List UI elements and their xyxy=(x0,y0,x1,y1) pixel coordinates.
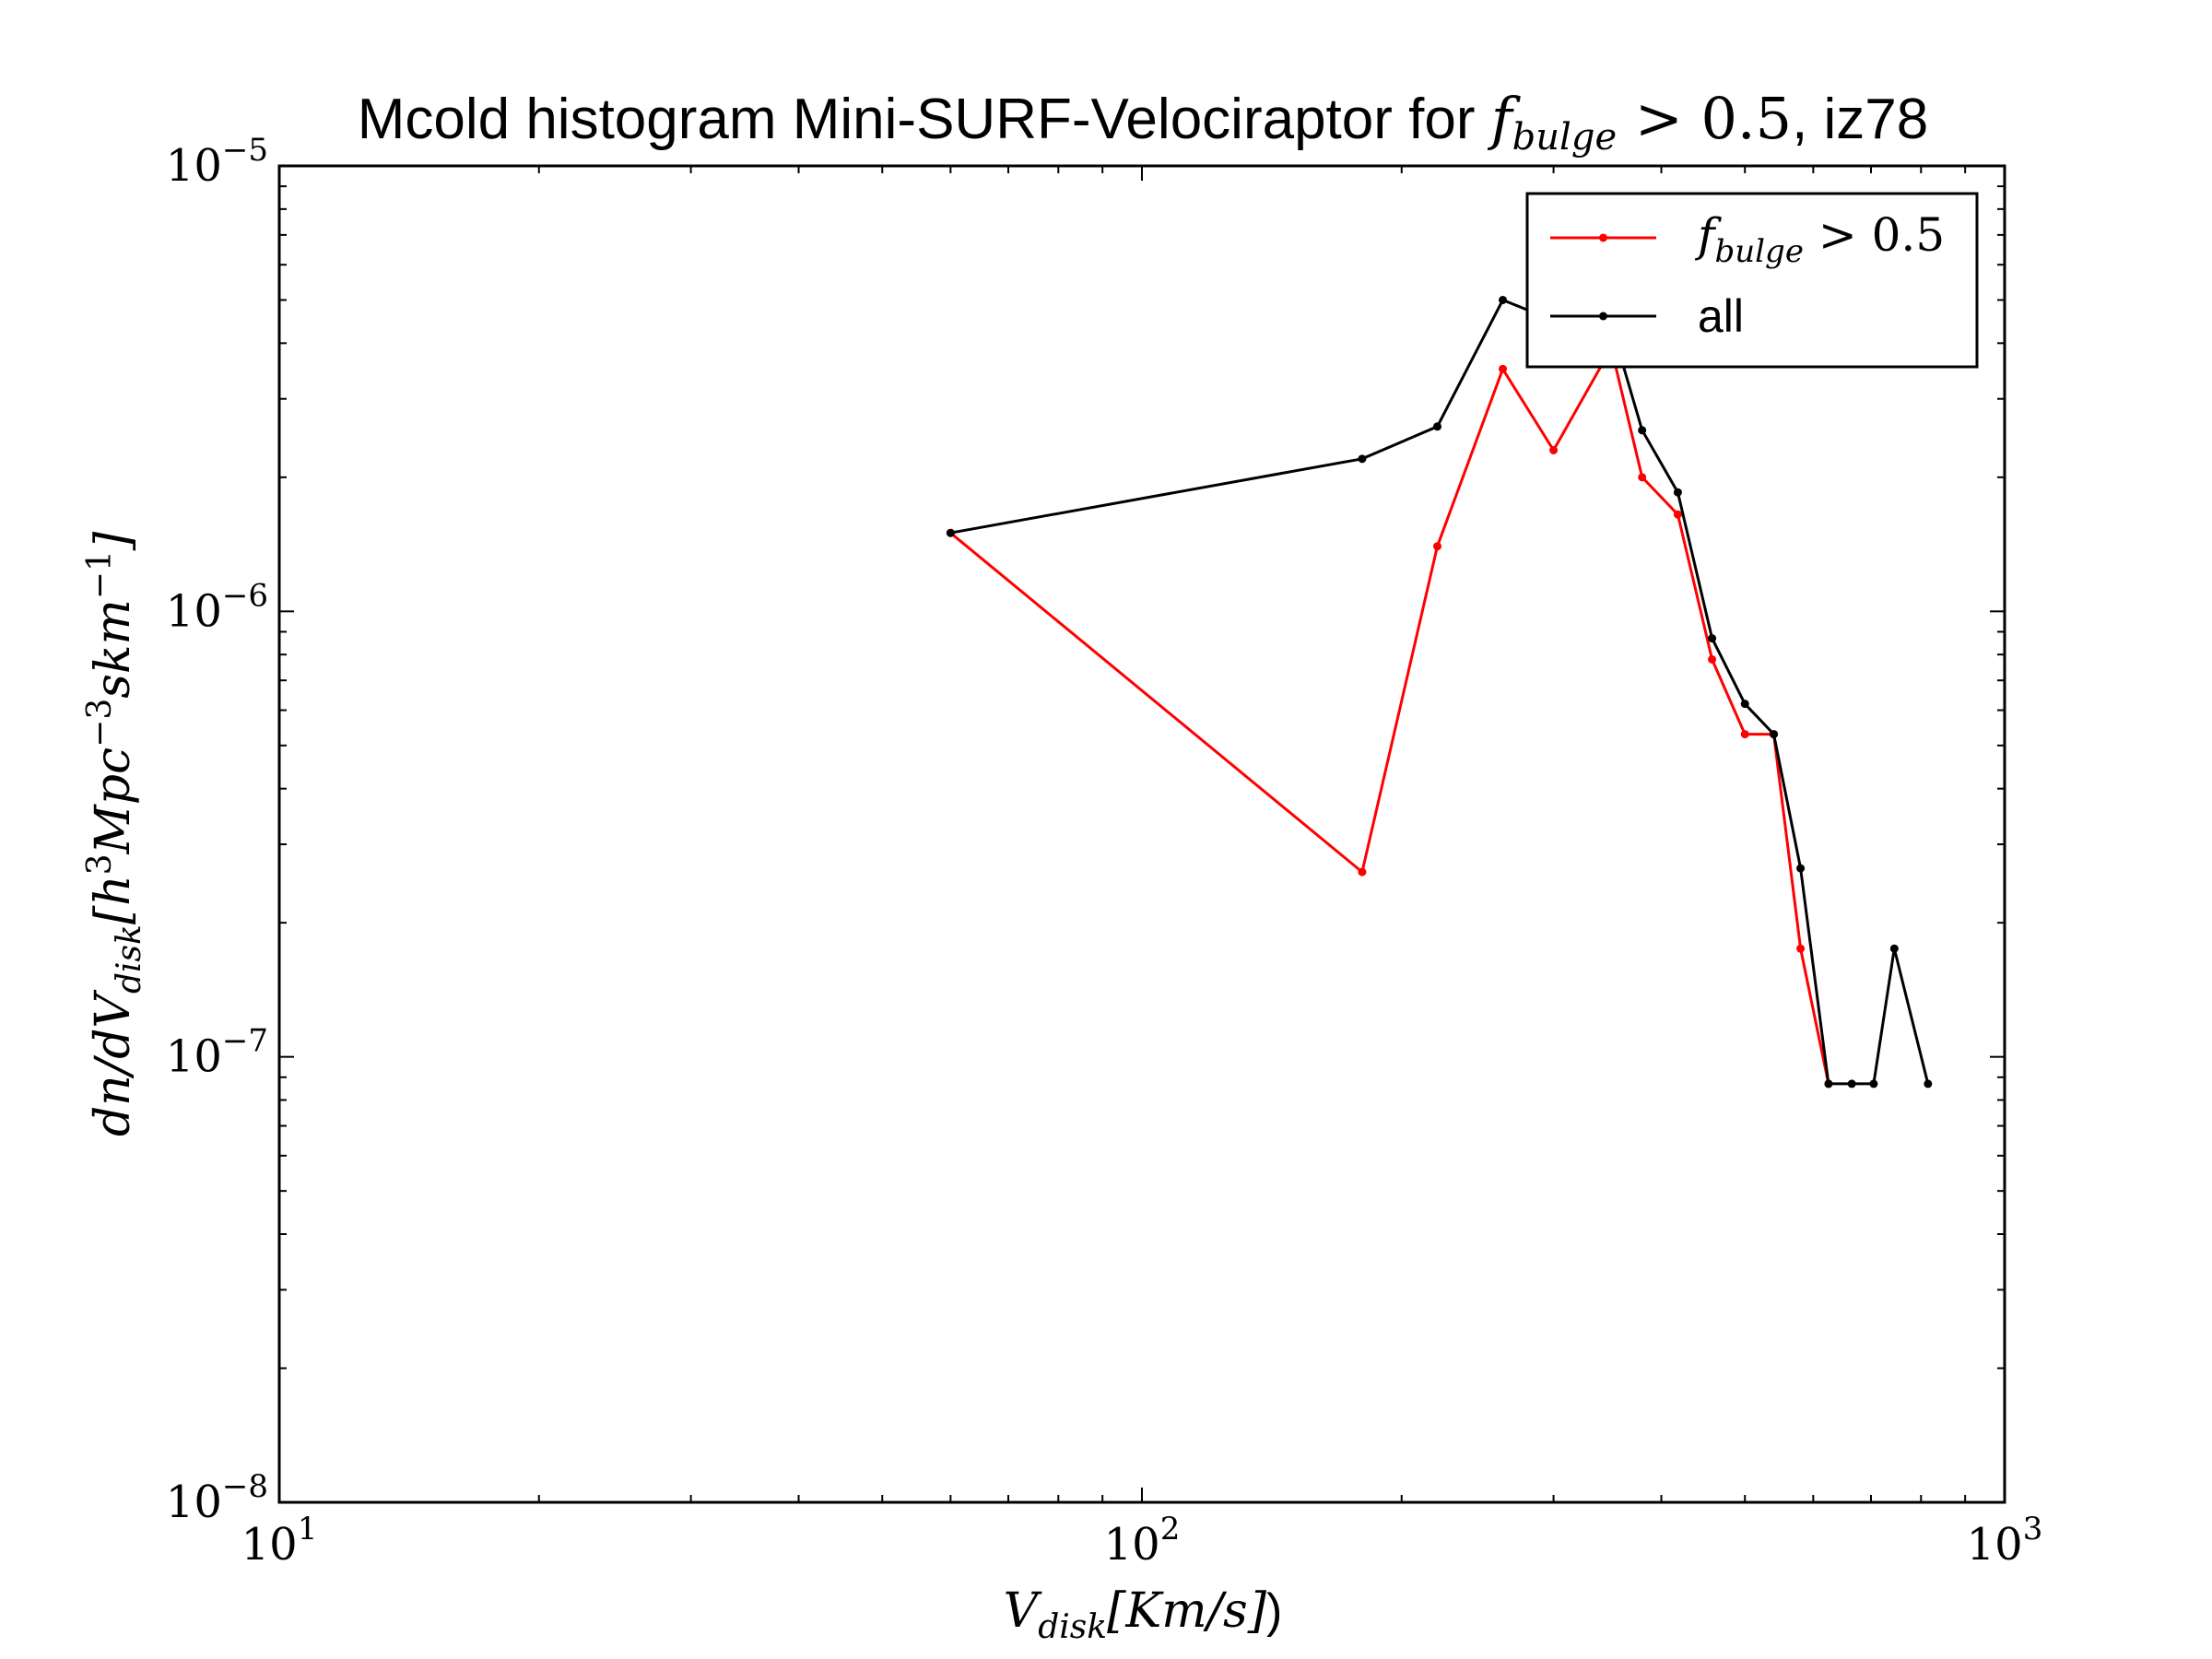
x-tick-label-base: 10 xyxy=(1967,1519,2023,1571)
data-point-1 xyxy=(1499,295,1508,304)
data-point-0 xyxy=(1638,473,1647,482)
legend-label-0: fbulge > 0.5 xyxy=(1694,208,1945,270)
y-tick-label-base: 10 xyxy=(166,1031,222,1083)
y-tick-label: 10−8 xyxy=(166,1468,268,1528)
data-point-1 xyxy=(1869,1079,1878,1088)
data-point-1 xyxy=(1740,700,1749,709)
y-tick-label-base: 10 xyxy=(166,1477,222,1528)
y-axis-label-part2: [h xyxy=(86,875,141,924)
legend-label-0-rest: > 0.5 xyxy=(1804,208,1945,262)
chart-title-math-sub: bulge xyxy=(1512,116,1617,159)
x-tick-label: 102 xyxy=(1104,1511,1181,1571)
y-axis-label-sub: disk xyxy=(111,924,148,994)
y-axis-label-part1: dn/dV xyxy=(86,990,141,1137)
x-tick-label-base: 10 xyxy=(1104,1519,1160,1571)
data-point-0 xyxy=(1433,542,1442,551)
y-tick-label-exp: −6 xyxy=(222,577,268,614)
data-point-0 xyxy=(1673,510,1682,519)
legend-swatch-marker-1 xyxy=(1599,312,1607,321)
x-axis-label-base: V xyxy=(1004,1583,1042,1639)
data-point-0 xyxy=(1549,445,1559,454)
x-axis-label-rest: [Km/s] xyxy=(1107,1583,1267,1639)
data-point-1 xyxy=(1924,1079,1933,1088)
x-tick-label: 103 xyxy=(1967,1511,2043,1571)
y-tick-label: 10−6 xyxy=(166,577,268,637)
y-axis-label-part3: Mpc xyxy=(86,747,141,855)
y-axis-label-part4: skm xyxy=(86,599,141,699)
x-tick-label-base: 10 xyxy=(241,1519,298,1571)
x-axis-label: Vdisk[Km/s]) xyxy=(1004,1583,1283,1646)
data-point-1 xyxy=(1889,944,1899,953)
y-tick-label-base: 10 xyxy=(166,585,222,637)
data-point-0 xyxy=(1740,730,1749,739)
x-tick-label-exp: 1 xyxy=(298,1511,318,1547)
series-line-1 xyxy=(950,298,1930,1086)
data-point-0 xyxy=(1796,944,1806,953)
data-point-1 xyxy=(1708,634,1717,643)
data-point-1 xyxy=(1847,1079,1856,1088)
legend-label-1: all xyxy=(1698,290,1744,342)
x-axis-label-sub: disk xyxy=(1038,1608,1107,1646)
y-tick-label-base: 10 xyxy=(166,140,222,192)
y-tick-label-exp: −5 xyxy=(222,132,268,169)
legend-swatch-marker-0 xyxy=(1599,233,1607,242)
y-tick-label: 10−5 xyxy=(166,132,268,192)
data-point-1 xyxy=(1824,1079,1833,1088)
data-point-1 xyxy=(1796,864,1806,873)
plot-frame xyxy=(277,164,2006,1504)
data-point-0 xyxy=(1358,867,1367,877)
data-series xyxy=(946,295,1933,1088)
y-tick-label-exp: −7 xyxy=(222,1023,268,1060)
legend: fbulge > 0.5 all xyxy=(1525,192,1979,369)
y-axis-label: dn/dVdisk[h3Mpc−3skm−1] xyxy=(81,531,148,1136)
data-point-1 xyxy=(1673,488,1682,497)
y-tick-label-exp: −8 xyxy=(222,1468,268,1505)
data-point-1 xyxy=(946,528,955,537)
data-point-1 xyxy=(1358,454,1367,464)
y-axis-label-part5: ] xyxy=(86,531,141,551)
legend-box xyxy=(1525,192,1979,369)
x-tick-label-exp: 2 xyxy=(1160,1511,1181,1547)
data-point-0 xyxy=(1708,654,1717,664)
legend-label-0-sub: bulge xyxy=(1715,233,1804,270)
y-axis-label-sup2: −3 xyxy=(81,699,119,747)
x-tick-label: 101 xyxy=(241,1511,318,1571)
data-point-1 xyxy=(1638,426,1647,435)
chart-title: Mcold histogram Mini-SURF-Velociraptor f… xyxy=(358,85,1929,159)
data-point-0 xyxy=(1499,364,1508,373)
x-axis-label-suffix: ) xyxy=(1266,1584,1282,1638)
y-axis-label-sup1: 3 xyxy=(81,853,119,875)
data-point-1 xyxy=(1770,730,1779,739)
chart-title-math-rest: > 0.5 xyxy=(1617,85,1792,152)
chart-title-prefix: Mcold histogram Mini-SURF-Velociraptor f… xyxy=(358,88,1491,151)
x-tick-label-exp: 3 xyxy=(2023,1511,2043,1547)
data-point-1 xyxy=(1433,422,1442,431)
y-axis-label-sup3: −1 xyxy=(81,550,119,599)
chart-title-suffix: , iz78 xyxy=(1792,88,1928,151)
y-tick-label: 10−7 xyxy=(166,1023,268,1083)
series-line-0 xyxy=(949,344,1830,1085)
